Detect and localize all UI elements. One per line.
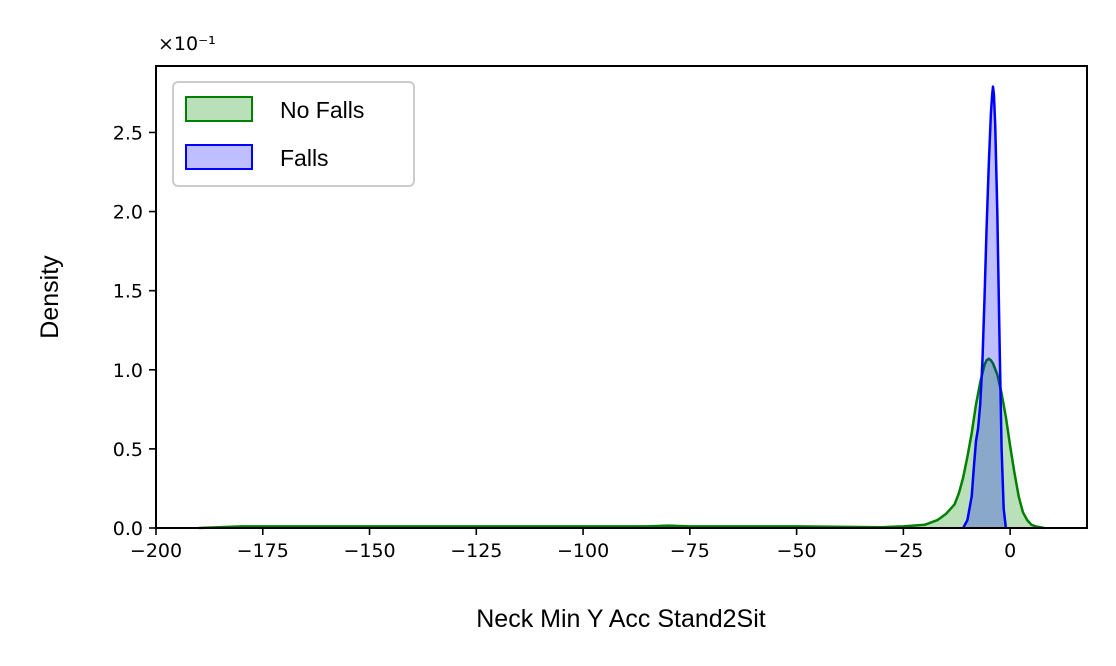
y-offset-label: ×10⁻¹ [158, 33, 216, 55]
x-tick-label: −75 [670, 540, 710, 562]
y-tick-label: 0.5 [113, 439, 143, 461]
series-line-falls [962, 85, 1008, 529]
x-tick-label: −100 [557, 540, 609, 562]
y-tick-label: 1.0 [113, 360, 143, 382]
y-tick-label: 0.0 [113, 518, 143, 540]
series-line-no-falls [198, 357, 1045, 530]
y-axis-label: Density [36, 255, 64, 339]
x-tick-label: −175 [237, 540, 289, 562]
legend-label-no-falls: No Falls [280, 97, 364, 123]
y-tick-label: 2.5 [113, 122, 143, 144]
x-tick-label: −50 [777, 540, 817, 562]
y-tick-label: 2.0 [113, 202, 143, 224]
legend-swatch-no-falls [185, 96, 253, 122]
x-tick-label: 0 [1004, 540, 1016, 562]
x-tick-label: −125 [450, 540, 502, 562]
x-axis: −200 −175 −150 −125 −100 −75 −50 −25 0 [130, 528, 1016, 562]
plot-frame [155, 65, 1088, 529]
y-axis: 0.0 0.5 1.0 1.5 2.0 2.5 [113, 122, 156, 540]
x-tick-label: −150 [343, 540, 395, 562]
legend-swatch-falls [185, 144, 253, 170]
legend: No Falls Falls [172, 81, 415, 187]
series-layer [198, 85, 1045, 530]
y-tick-label: 1.5 [113, 281, 143, 303]
series-area-no-falls [198, 358, 1045, 528]
legend-label-falls: Falls [280, 145, 329, 171]
x-axis-label: Neck Min Y Acc Stand2Sit [476, 605, 766, 633]
x-tick-label: −25 [883, 540, 923, 562]
x-tick-label: −200 [130, 540, 182, 562]
